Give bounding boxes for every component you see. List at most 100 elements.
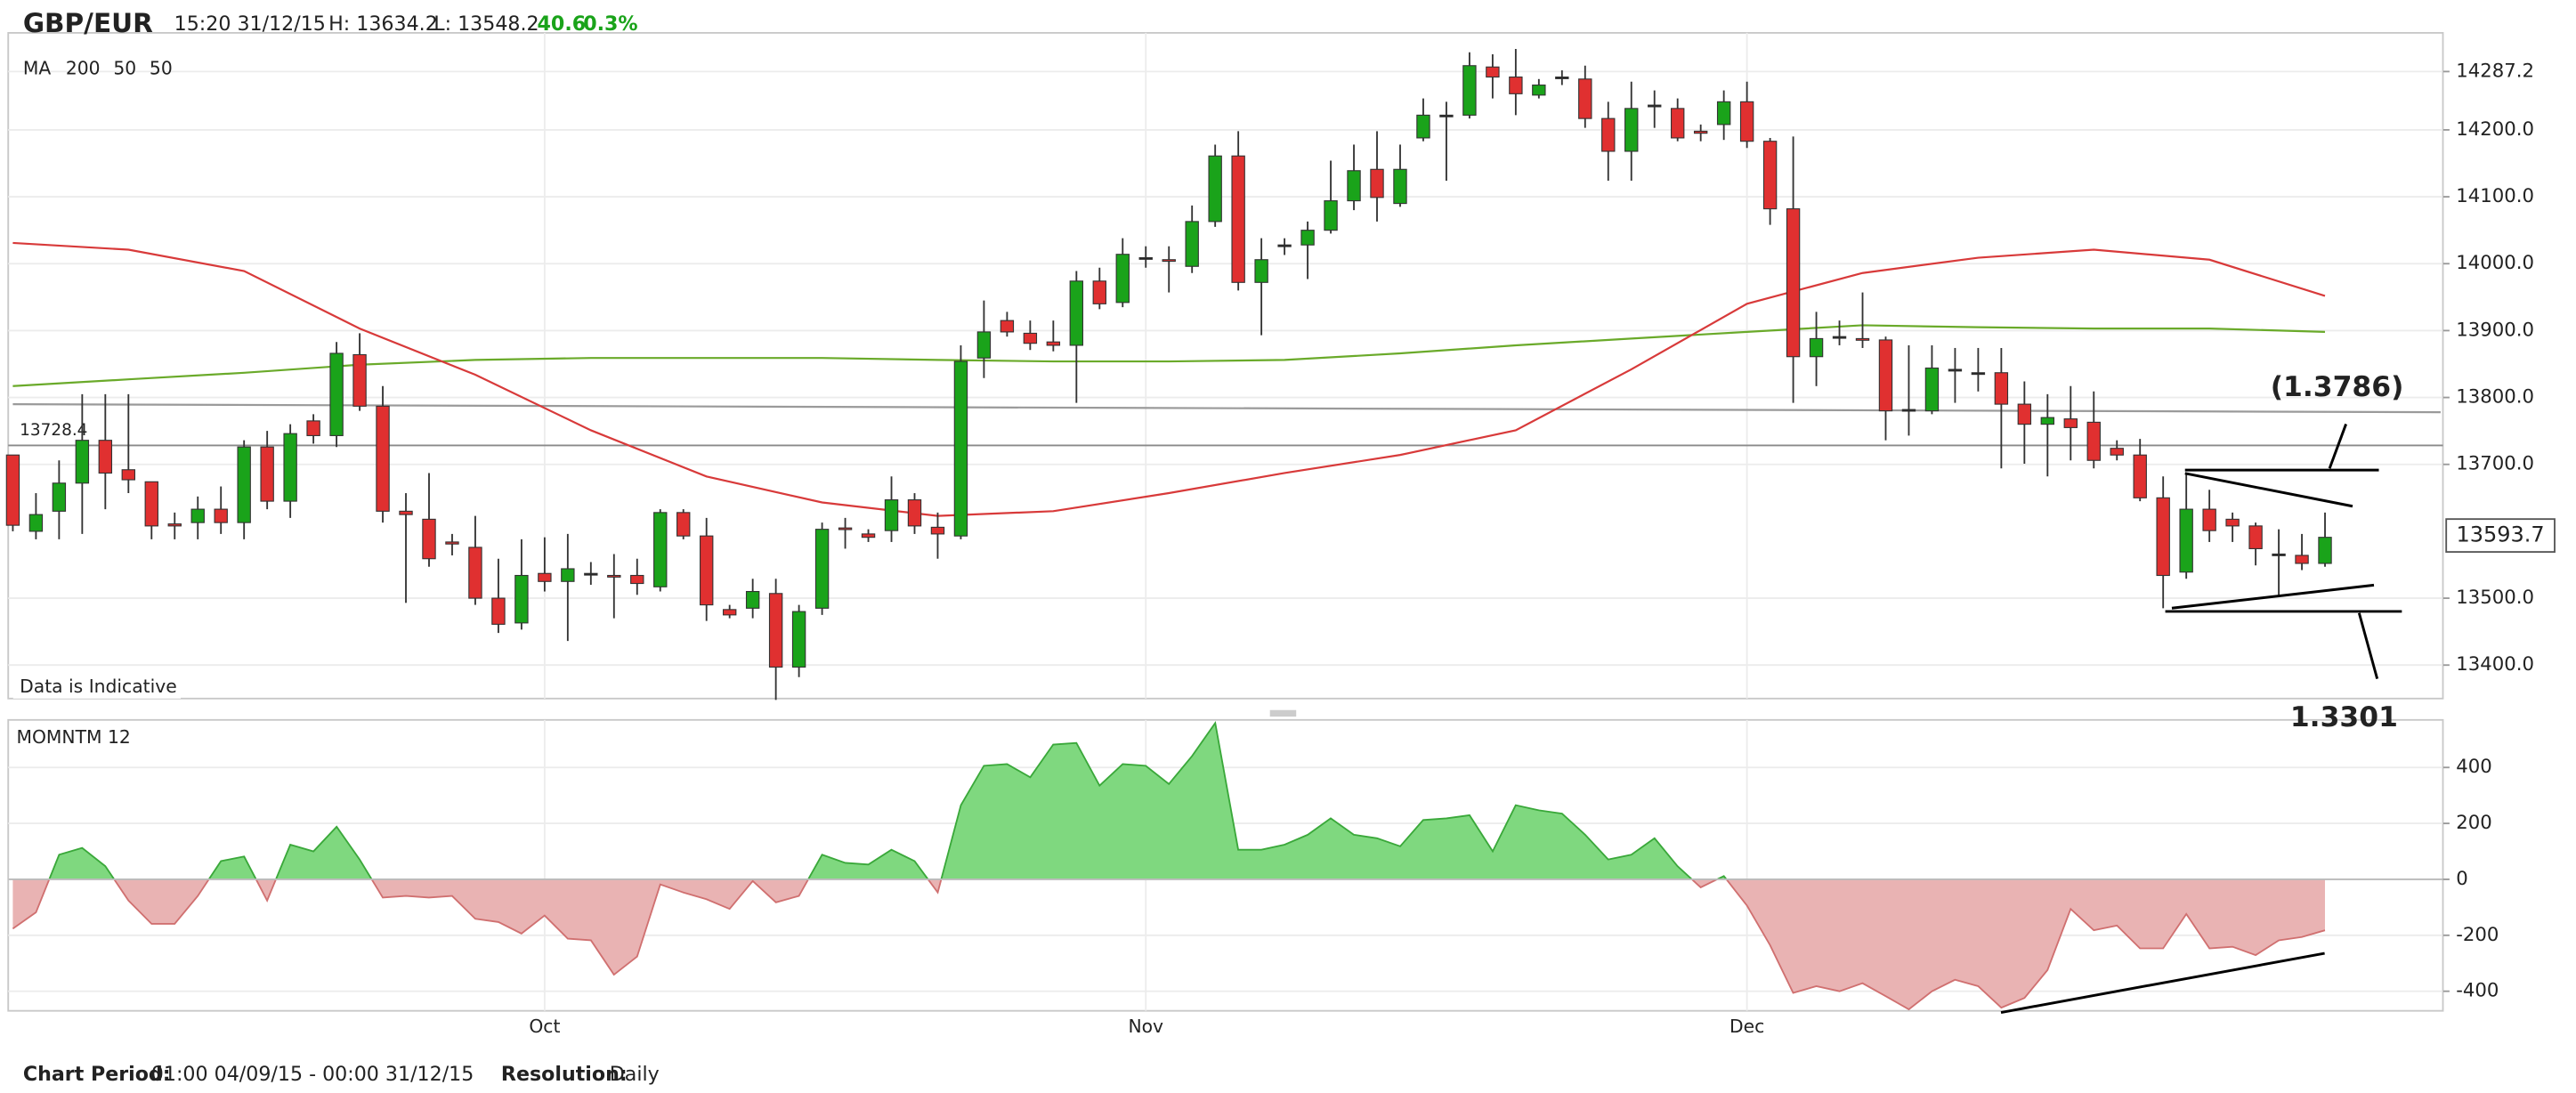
candle-body (630, 574, 644, 585)
last-value-box (2445, 518, 2556, 554)
high: H: 13634.2 (328, 12, 438, 36)
candle-body (1786, 208, 1801, 358)
trend-line (2184, 472, 2353, 508)
candle-body (907, 499, 922, 527)
legend-entry: 200 (66, 58, 101, 79)
x-tick-label: Nov (1128, 1016, 1163, 1037)
candle-body (838, 527, 853, 530)
x-tick-label: Dec (1729, 1016, 1764, 1037)
y-tick-label: 13700.0 (2456, 453, 2534, 475)
candle-body (1370, 168, 1384, 198)
candle-body (1300, 230, 1315, 246)
candle-body (2179, 508, 2193, 573)
moving-average (12, 402, 2441, 414)
y-tick-label: 14287.2 (2456, 60, 2534, 82)
candle-body (1254, 259, 1268, 283)
candle-body (514, 574, 529, 624)
y-tick-label: 0 (2456, 868, 2468, 890)
candle-body (422, 518, 436, 560)
candle-body (491, 597, 506, 625)
y-tick-label: 13800.0 (2456, 386, 2534, 409)
candle-body (1855, 337, 1870, 341)
candle-body (1648, 104, 1662, 108)
resolution-label: Resolution: (501, 1063, 628, 1086)
candle-body (468, 546, 482, 599)
candle-body (2110, 448, 2124, 456)
candle-body (98, 440, 113, 474)
period-label: Chart Period: (23, 1063, 171, 1086)
reference-label: 13728.4 (20, 421, 87, 440)
candle-body (930, 526, 945, 535)
candle-body (445, 541, 459, 545)
candle-body (676, 512, 691, 537)
y-tick-label: 13500.0 (2456, 587, 2534, 609)
y-tick-label: 14200.0 (2456, 118, 2534, 141)
momentum-line-negative (12, 878, 2326, 1011)
trend-line (2328, 423, 2347, 469)
candle-body (700, 535, 714, 606)
annotation: (1.3786) (2271, 371, 2404, 403)
candle-body (884, 499, 899, 531)
candle-body (953, 360, 968, 537)
candle-body (2040, 417, 2055, 425)
candle-body (1555, 76, 1569, 79)
candle-body (1439, 114, 1454, 117)
candle-body (283, 433, 297, 502)
momentum-panel (7, 718, 2444, 1012)
candle-body (167, 523, 182, 527)
moving-average (12, 324, 2326, 387)
candle-body (1462, 65, 1477, 116)
candle-body (722, 609, 737, 616)
legend-entry: 50 (150, 58, 173, 79)
candle-body (5, 454, 20, 526)
symbol: GBP/EUR (23, 8, 153, 38)
candle-body (1277, 244, 1292, 247)
trend-line (2171, 583, 2375, 610)
trend-line (2000, 951, 2325, 1014)
candle-body (1046, 341, 1061, 346)
annotation: 1.3301 (2290, 701, 2398, 733)
candle-body (1878, 339, 1893, 412)
x-tick-label: Oct (529, 1016, 560, 1037)
candle-body (584, 572, 598, 576)
candle-body (1231, 155, 1245, 283)
candle-body (1924, 367, 1940, 412)
last-value-label: 13593.7 (2457, 522, 2545, 547)
candle-body (1092, 280, 1106, 304)
candle-body (1971, 372, 1986, 376)
note: Data is Indicative (20, 676, 177, 697)
momentum-line-positive (48, 720, 1728, 879)
period: 01:00 04/09/15 - 00:00 31/12/15 (151, 1063, 474, 1086)
y-tick-label: -400 (2456, 980, 2499, 1002)
candle-body (745, 590, 760, 609)
candle-body (1509, 76, 1523, 94)
candle-body (1185, 221, 1199, 267)
panel-splitter[interactable] (1269, 709, 1297, 717)
candle-body (1994, 372, 2009, 405)
candle-body (768, 593, 783, 668)
price-panel (7, 32, 2444, 700)
y-tick-label: 14100.0 (2456, 185, 2534, 207)
candle-body (306, 420, 320, 436)
candle-body (75, 440, 90, 484)
candle-body (2295, 555, 2309, 564)
candle-body (538, 572, 552, 582)
candle-body (2133, 454, 2147, 498)
candle-body (214, 508, 228, 523)
y-tick-label: 13900.0 (2456, 319, 2534, 341)
candle-body (2202, 508, 2216, 531)
candle-body (376, 405, 390, 512)
candle-body (1347, 170, 1361, 202)
candle-body (260, 446, 274, 502)
resolution: Daily (610, 1063, 660, 1086)
candle-body (2086, 421, 2101, 461)
candle-body (144, 481, 158, 527)
reference-label-bg (12, 420, 85, 441)
candle-body (1832, 336, 1847, 339)
y-tick-label: 200 (2456, 812, 2492, 834)
y-tick-label: 14000.0 (2456, 252, 2534, 274)
momentum-area-positive (49, 723, 1727, 879)
candle-body (1739, 101, 1754, 142)
legend-entry: 50 (113, 58, 136, 79)
